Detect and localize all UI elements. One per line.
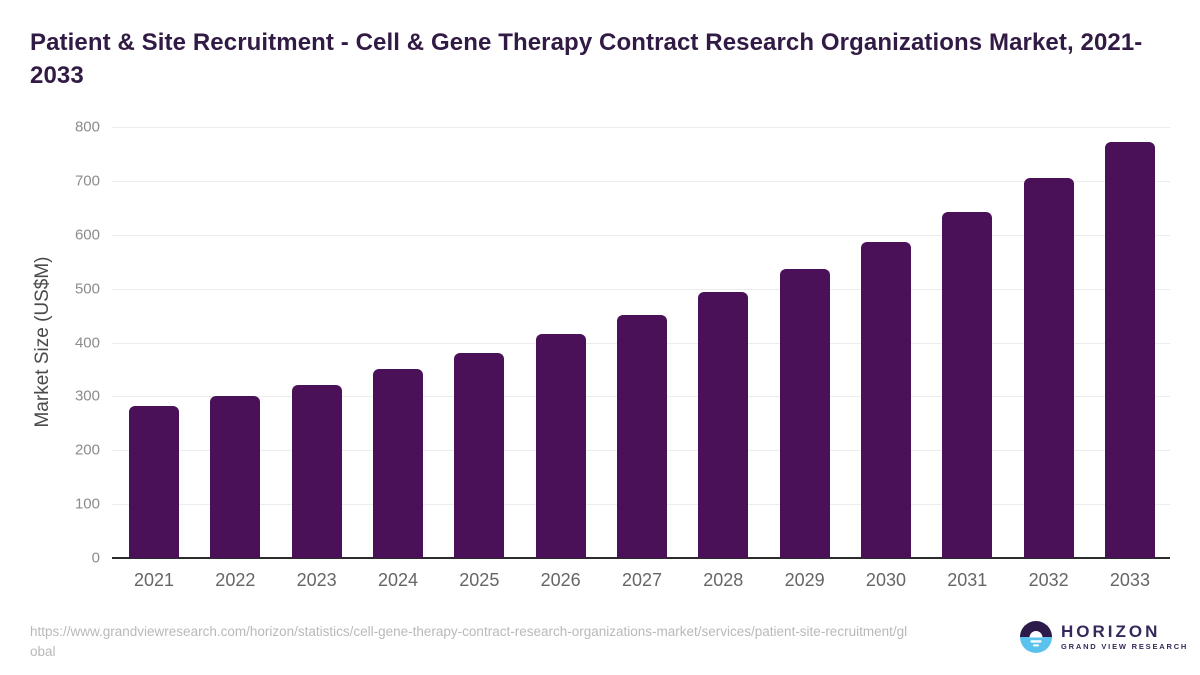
y-tick-label-800: 800 bbox=[74, 118, 100, 136]
x-tick-label-2023: 2023 bbox=[296, 570, 337, 590]
y-tick-label-400: 400 bbox=[74, 334, 100, 351]
bar-2033 bbox=[1104, 142, 1155, 558]
x-tick-label-2028: 2028 bbox=[703, 570, 744, 590]
gridline-800 bbox=[112, 127, 1170, 128]
y-tick-label-300: 300 bbox=[74, 387, 100, 405]
y-tick-label-0: 0 bbox=[91, 549, 100, 567]
bar-slot-2026: 2026 bbox=[535, 127, 586, 590]
y-tick-label-700: 700 bbox=[74, 172, 100, 190]
y-tick-label-500: 500 bbox=[74, 280, 100, 298]
logo-brand-subtitle: GRAND VIEW RESEARCH bbox=[1061, 642, 1189, 652]
x-tick-label-2021: 2021 bbox=[133, 570, 175, 590]
bar-slot-2030: 2030 bbox=[860, 127, 911, 590]
logo-text: HORIZON GRAND VIEW RESEARCH bbox=[1061, 623, 1188, 651]
bar-slot-2022: 2022 bbox=[210, 127, 261, 590]
bar-2031 bbox=[942, 212, 993, 558]
y-axis-title: Market Size (US$M) bbox=[32, 256, 53, 428]
bar-2022 bbox=[210, 395, 261, 558]
x-tick-label-2022: 2022 bbox=[215, 570, 256, 590]
bars-container: 2021 2022 2023 2024 2025 2026 2027 2028 2029 2030… bbox=[129, 127, 1155, 590]
bar-2024 bbox=[372, 369, 423, 558]
gridline-700 bbox=[112, 180, 1170, 182]
y-tick-label-600: 600 bbox=[74, 226, 100, 244]
bar-2032 bbox=[1023, 177, 1074, 558]
x-tick-label-2027: 2027 bbox=[621, 570, 662, 590]
bar-2027 bbox=[616, 315, 667, 558]
x-axis-line bbox=[112, 557, 1170, 559]
bar-2021 bbox=[129, 406, 179, 558]
x-tick-label-2026: 2026 bbox=[540, 570, 581, 590]
bar-2029 bbox=[779, 268, 830, 558]
bar-slot-2028: 2028 bbox=[698, 127, 749, 590]
bar-slot-2031: 2031 bbox=[942, 127, 993, 590]
bar-2028 bbox=[698, 292, 749, 558]
gridline-500 bbox=[112, 288, 1170, 290]
horizon-logo: HORIZON GRAND VIEW RESEARCH bbox=[1020, 621, 1188, 653]
bar-slot-2027: 2027 bbox=[616, 127, 667, 590]
chart-title: Patient & Site Recruitment - Cell & Gene… bbox=[30, 29, 1143, 89]
gridline-600 bbox=[112, 234, 1170, 236]
x-tick-label-2031: 2031 bbox=[947, 570, 988, 590]
bar-2025 bbox=[454, 352, 505, 558]
horizon-logo-icon bbox=[1020, 621, 1052, 653]
x-tick-label-2024: 2024 bbox=[377, 570, 419, 590]
bar-slot-2032: 2032 bbox=[1023, 127, 1074, 590]
bar-slot-2021: 2021 bbox=[129, 127, 179, 590]
x-tick-label-2030: 2030 bbox=[865, 570, 906, 590]
x-tick-label-2029: 2029 bbox=[784, 570, 825, 590]
bar-slot-2033: 2033 bbox=[1104, 127, 1155, 590]
bar-2030 bbox=[860, 241, 911, 558]
y-tick-label-100: 100 bbox=[74, 495, 100, 513]
bar-slot-2023: 2023 bbox=[291, 127, 342, 590]
bar-slot-2025: 2025 bbox=[454, 127, 505, 590]
source-url: https://www.grandviewresearch.com/horizo… bbox=[30, 624, 908, 660]
plot-area: 0 100 200 300 400 500 600 700 800 2021 2022 2023 202… bbox=[75, 119, 1170, 590]
x-tick-label-2025: 2025 bbox=[459, 570, 500, 590]
bar-slot-2029: 2029 bbox=[779, 127, 830, 590]
logo-brand-name: HORIZON bbox=[1061, 622, 1161, 642]
x-tick-label-2032: 2032 bbox=[1028, 570, 1069, 590]
y-tick-label-200: 200 bbox=[74, 441, 100, 459]
bar-2023 bbox=[291, 384, 342, 558]
bar-2026 bbox=[535, 334, 586, 558]
bar-slot-2024: 2024 bbox=[372, 127, 423, 590]
x-tick-label-2033: 2033 bbox=[1109, 570, 1150, 590]
